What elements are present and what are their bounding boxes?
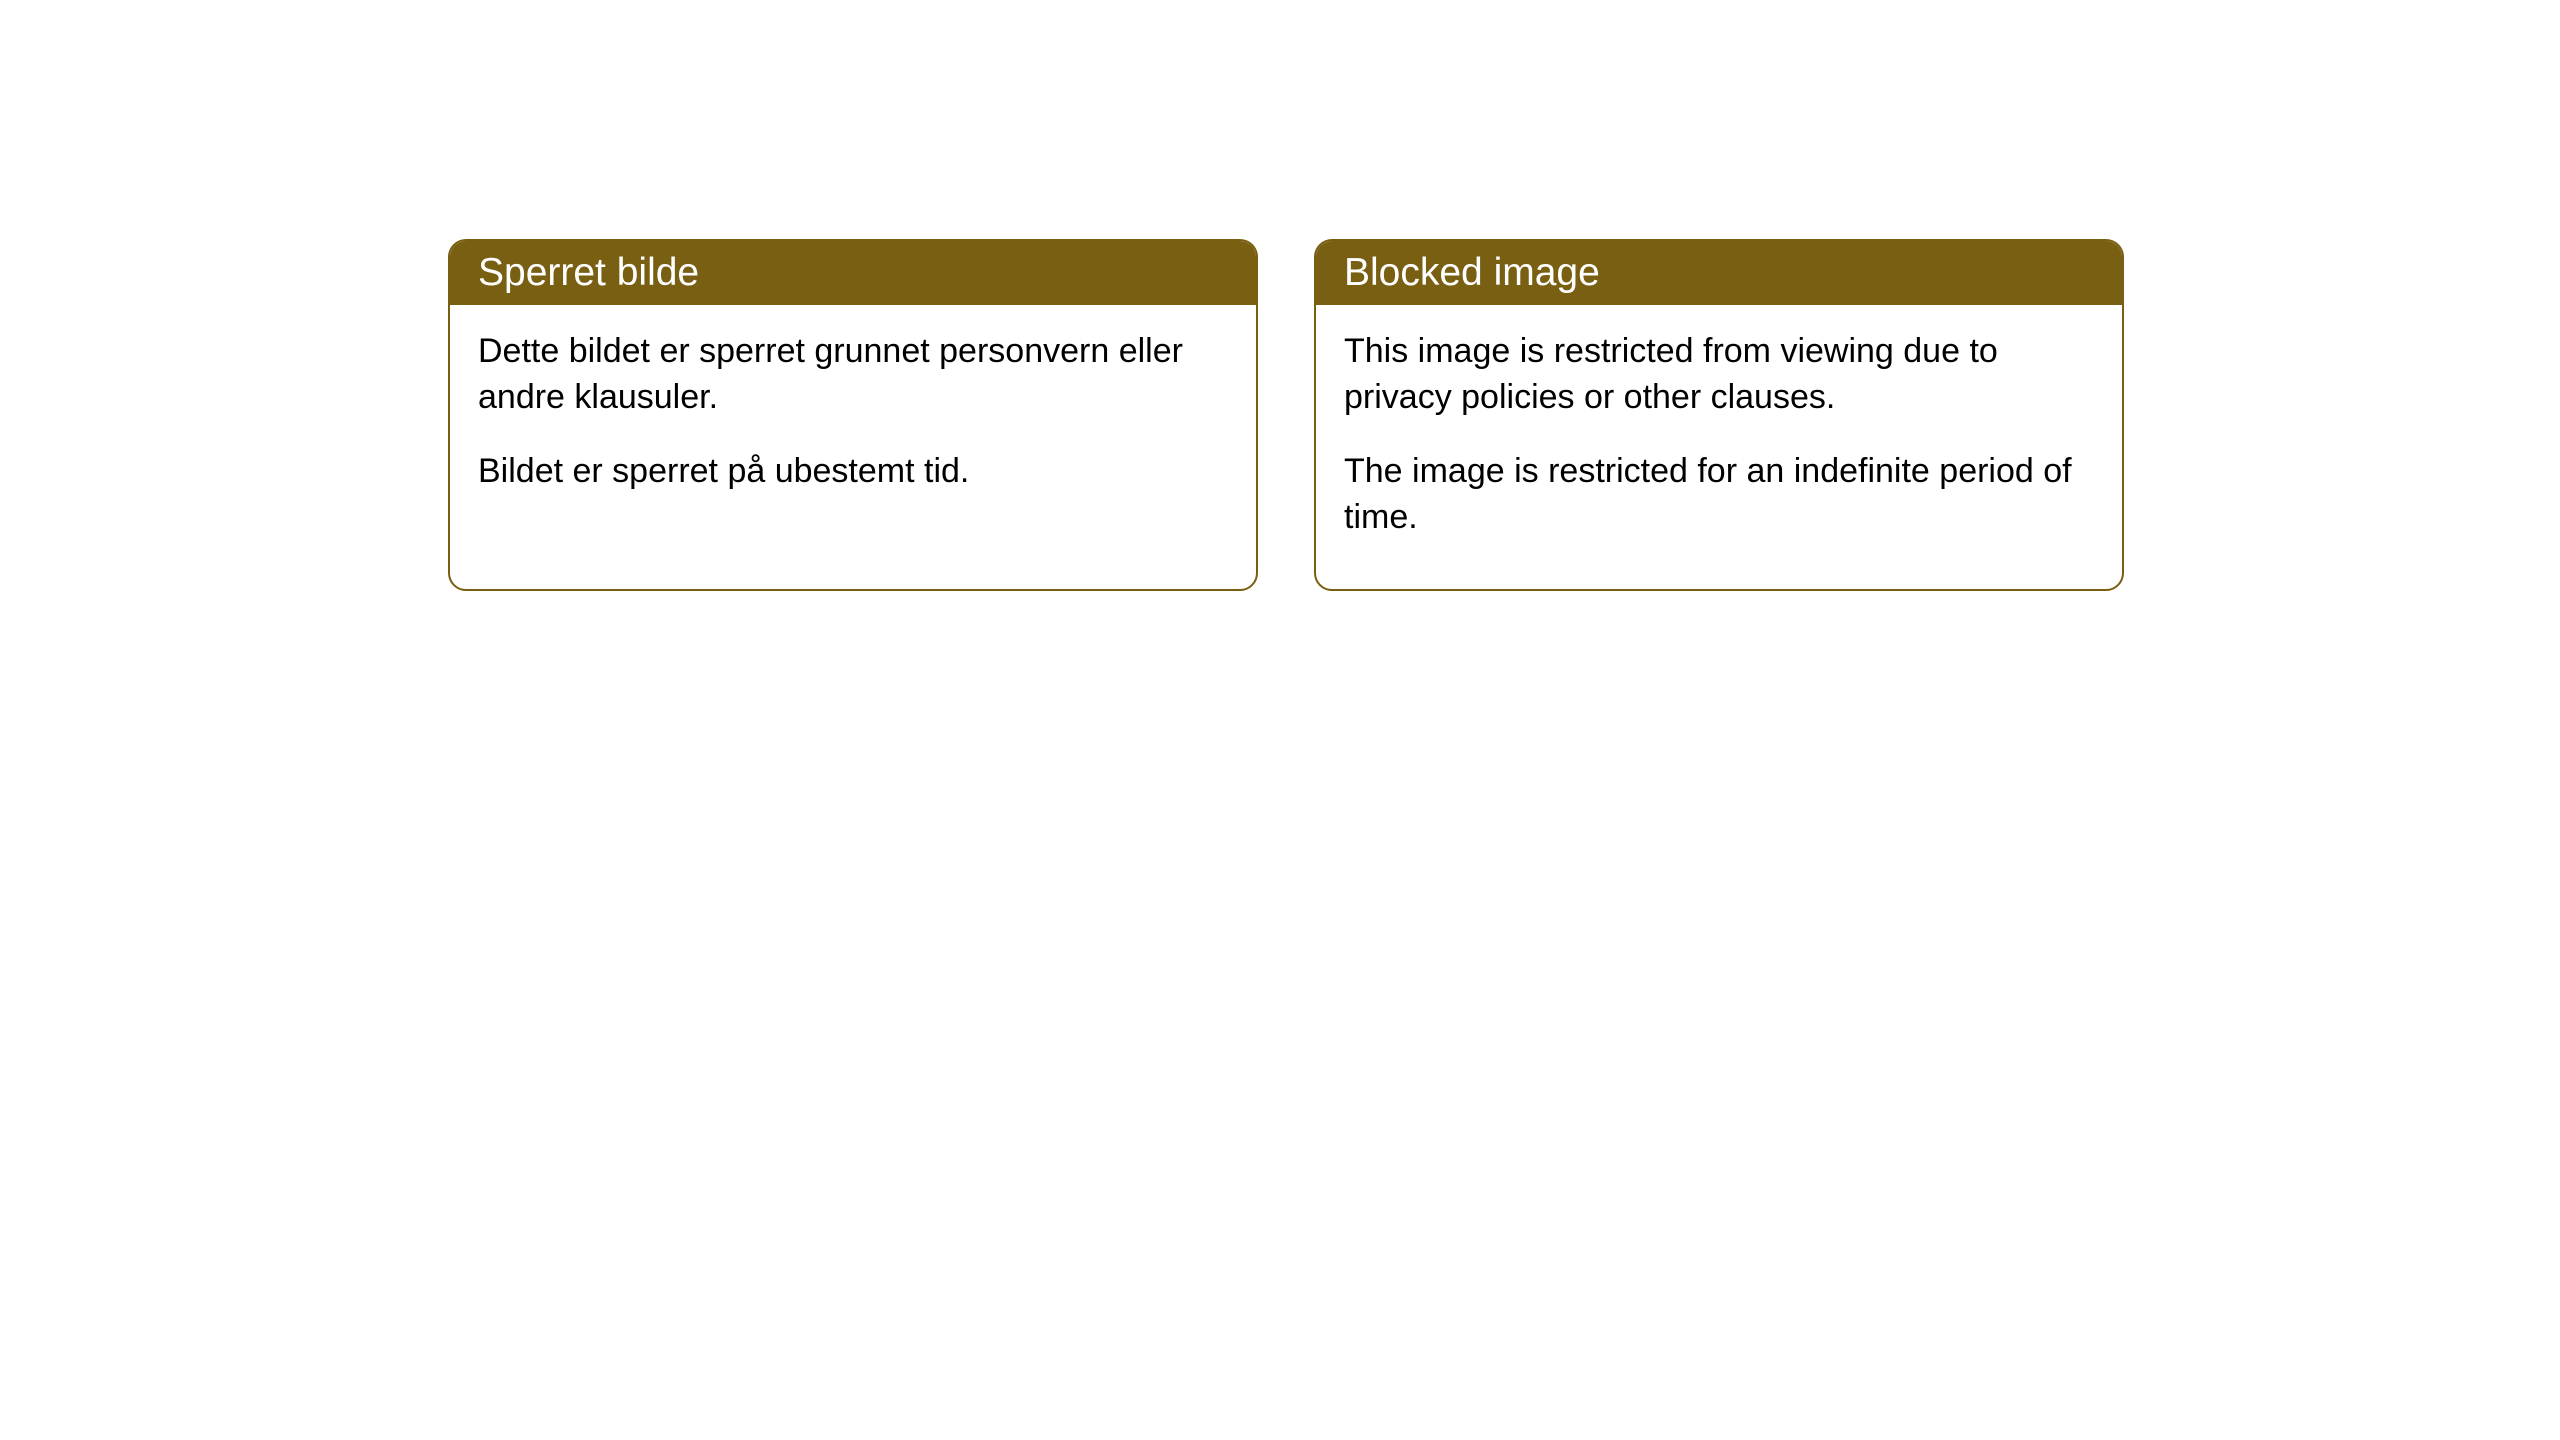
card-header-norwegian: Sperret bilde bbox=[450, 241, 1256, 305]
card-header-english: Blocked image bbox=[1316, 241, 2122, 305]
card-title-norwegian: Sperret bilde bbox=[478, 251, 699, 294]
card-text-norwegian-1: Dette bildet er sperret grunnet personve… bbox=[478, 329, 1228, 421]
card-text-english-1: This image is restricted from viewing du… bbox=[1344, 329, 2094, 421]
card-text-norwegian-2: Bildet er sperret på ubestemt tid. bbox=[478, 449, 1228, 495]
card-text-english-2: The image is restricted for an indefinit… bbox=[1344, 449, 2094, 541]
card-norwegian: Sperret bilde Dette bildet er sperret gr… bbox=[448, 239, 1258, 591]
card-title-english: Blocked image bbox=[1344, 251, 1600, 294]
card-body-norwegian: Dette bildet er sperret grunnet personve… bbox=[450, 305, 1256, 543]
card-body-english: This image is restricted from viewing du… bbox=[1316, 305, 2122, 589]
cards-container: Sperret bilde Dette bildet er sperret gr… bbox=[448, 239, 2124, 591]
card-english: Blocked image This image is restricted f… bbox=[1314, 239, 2124, 591]
